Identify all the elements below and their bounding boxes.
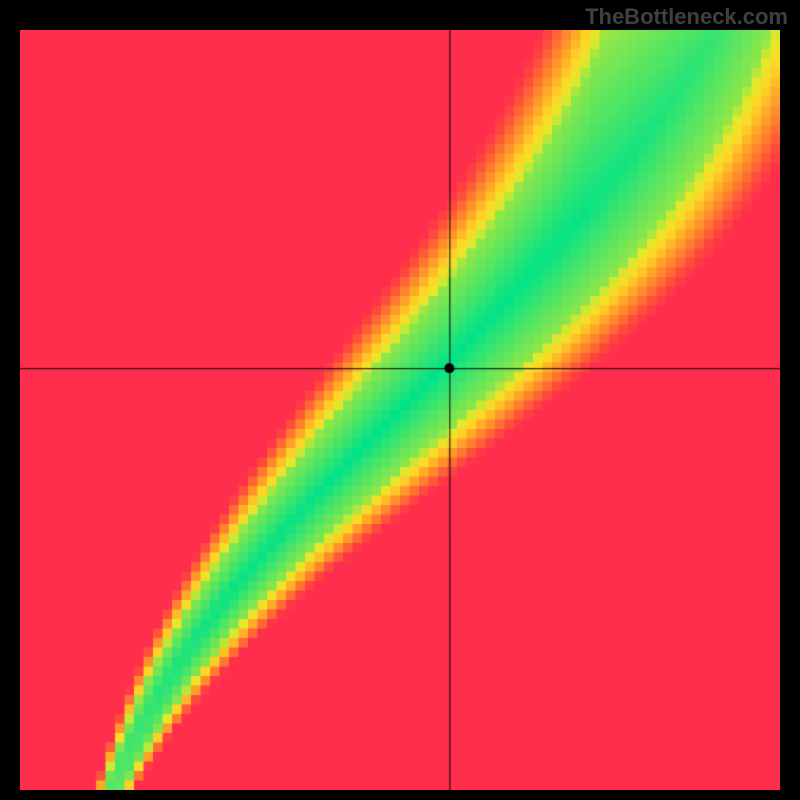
watermark-text: TheBottleneck.com	[585, 4, 788, 30]
heatmap-canvas	[20, 30, 780, 790]
heatmap-area	[20, 30, 780, 790]
chart-container: TheBottleneck.com	[0, 0, 800, 800]
